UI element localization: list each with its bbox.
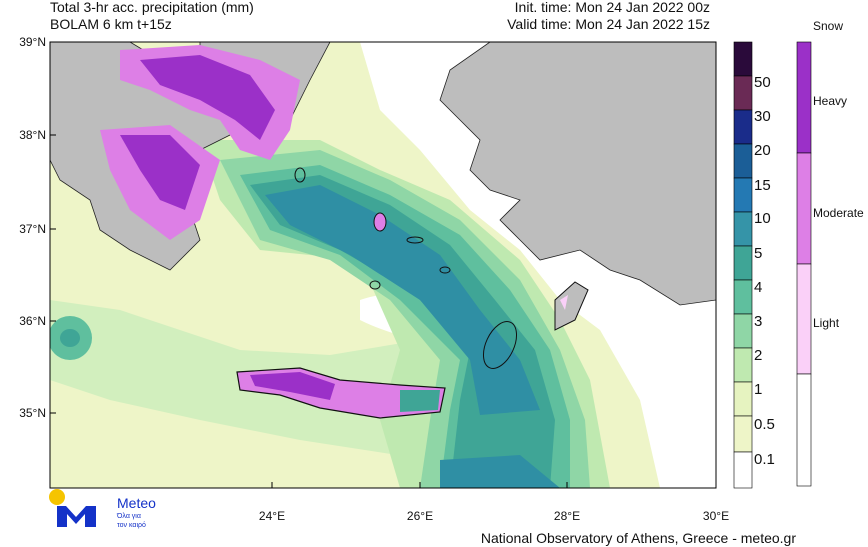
snow-level: Moderate xyxy=(813,206,864,220)
lon-axis: 24°E 26°E 28°E 30°E xyxy=(259,482,729,523)
precip-level: 2 xyxy=(754,347,762,364)
precip-level: 15 xyxy=(754,177,771,194)
precip-colorbar xyxy=(733,41,753,489)
lon-label: 30°E xyxy=(703,509,729,523)
lat-label: 36°N xyxy=(19,314,46,328)
map-frame xyxy=(49,41,717,489)
snow-colorbar xyxy=(796,41,812,487)
lat-label: 38°N xyxy=(19,128,46,142)
footer: National Observatory of Athens, Greece -… xyxy=(481,530,796,546)
snow-title: Snow xyxy=(813,19,843,33)
precip-labels: 0.1 0.5 1 2 3 4 5 10 15 20 30 50 xyxy=(754,74,775,468)
precip-level: 5 xyxy=(754,245,762,262)
lon-label: 26°E xyxy=(407,509,433,523)
map xyxy=(50,42,716,488)
precip-level: 30 xyxy=(754,108,771,125)
model: BOLAM 6 km t+15z xyxy=(50,16,172,32)
precip-level: 0.1 xyxy=(754,451,775,468)
lat-axis: 39°N 38°N 37°N 36°N 35°N xyxy=(19,35,56,420)
snow-level: Heavy xyxy=(813,94,847,108)
precip-level: 20 xyxy=(754,142,771,159)
snow-level: Light xyxy=(813,316,840,330)
logo: Meteo Όλα για τον καιρό xyxy=(49,489,156,529)
logo-name: Meteo xyxy=(117,495,156,511)
precip-level: 10 xyxy=(754,210,771,227)
precip-level: 4 xyxy=(754,279,762,296)
lon-label: 28°E xyxy=(554,509,580,523)
logo-tagline: Όλα για xyxy=(116,513,141,520)
logo-tagline: τον καιρό xyxy=(117,521,146,529)
lon-label: 24°E xyxy=(259,509,285,523)
init-time: Init. time: Mon 24 Jan 2022 00z xyxy=(515,0,710,15)
lat-label: 39°N xyxy=(19,35,46,49)
valid-time: Valid time: Mon 24 Jan 2022 15z xyxy=(507,16,710,32)
precip-level: 50 xyxy=(754,74,771,91)
title: Total 3-hr acc. precipitation (mm) xyxy=(50,0,254,15)
precip-level: 3 xyxy=(754,313,762,330)
lat-label: 35°N xyxy=(19,406,46,420)
snow-labels: Heavy Moderate Light xyxy=(813,94,864,330)
precip-level: 0.5 xyxy=(754,416,775,433)
lat-label: 37°N xyxy=(19,222,46,236)
precip-level: 1 xyxy=(754,381,762,398)
